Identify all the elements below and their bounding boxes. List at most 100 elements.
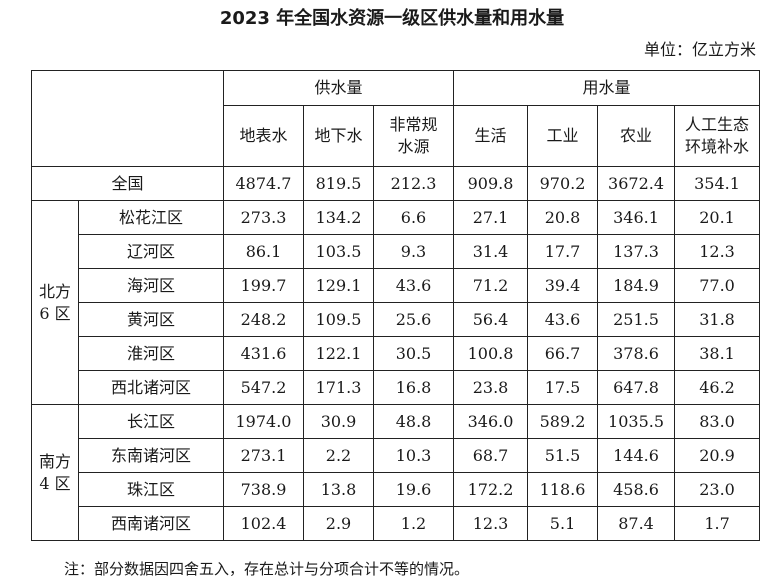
cell-value: 909.8 bbox=[453, 166, 529, 201]
header-use: 用水量 bbox=[453, 70, 761, 106]
cell-value: 819.5 bbox=[303, 166, 374, 201]
cell-value: 109.5 bbox=[303, 302, 374, 337]
header-eco-line2: 环境补水 bbox=[685, 137, 750, 156]
header-industry: 工业 bbox=[527, 105, 599, 167]
cell-value: 38.1 bbox=[674, 336, 761, 371]
group-label-north: 北方 6 区 bbox=[31, 200, 79, 405]
header-eco: 人工生态 环境补水 bbox=[674, 105, 761, 167]
table-row: 海河区 199.7 129.1 43.6 71.2 39.4 184.9 77.… bbox=[32, 268, 761, 303]
cell-value: 19.6 bbox=[372, 472, 455, 507]
header-domestic: 生活 bbox=[453, 105, 529, 167]
cell-value: 122.1 bbox=[303, 336, 374, 371]
cell-value: 20.8 bbox=[527, 200, 599, 235]
group-label-line2: 6 区 bbox=[39, 303, 71, 323]
region-name: 海河区 bbox=[78, 268, 224, 303]
region-name: 珠江区 bbox=[78, 472, 224, 507]
table-row-national: 全国 4874.7 819.5 212.3 909.8 970.2 3672.4… bbox=[31, 166, 761, 201]
table-row: 南方 4 区 长江区 1974.0 30.9 48.8 346.0 589.2 … bbox=[31, 404, 761, 541]
cell-value: 27.1 bbox=[453, 200, 529, 235]
cell-value: 273.3 bbox=[223, 200, 304, 235]
cell-value: 1.2 bbox=[372, 506, 455, 541]
cell-value: 46.2 bbox=[674, 370, 761, 405]
page-title: 2023 年全国水资源一级区供水量和用水量 bbox=[219, 8, 565, 29]
cell-value: 86.1 bbox=[223, 234, 304, 269]
cell-value: 77.0 bbox=[674, 268, 761, 303]
cell-value: 354.1 bbox=[674, 166, 761, 201]
cell-value: 589.2 bbox=[527, 404, 599, 439]
water-table: 供水量 用水量 地表水 地下水 非常规 水源 生活 工业 农业 人工生态 环境补… bbox=[31, 70, 761, 541]
cell-value: 13.8 bbox=[303, 472, 374, 507]
header-eco-line1: 人工生态 bbox=[685, 115, 750, 134]
cell-value: 20.1 bbox=[674, 200, 761, 235]
cell-value: 17.5 bbox=[527, 370, 599, 405]
table-row: 黄河区 248.2 109.5 25.6 56.4 43.6 251.5 31.… bbox=[32, 302, 761, 337]
table-row: 西南诸河区 102.4 2.9 1.2 12.3 5.1 87.4 1.7 bbox=[32, 506, 761, 541]
cell-value: 39.4 bbox=[527, 268, 599, 303]
cell-value: 68.7 bbox=[453, 438, 529, 473]
cell-value: 172.2 bbox=[453, 472, 529, 507]
region-name: 西南诸河区 bbox=[78, 506, 224, 541]
cell-value: 31.4 bbox=[453, 234, 529, 269]
table-row: 西北诸河区 547.2 171.3 16.8 23.8 17.5 647.8 4… bbox=[32, 370, 761, 405]
cell-value: 100.8 bbox=[453, 336, 529, 371]
cell-value: 43.6 bbox=[527, 302, 599, 337]
cell-value: 2.9 bbox=[303, 506, 374, 541]
cell-value: 1974.0 bbox=[223, 404, 304, 439]
cell-value: 25.6 bbox=[372, 302, 455, 337]
region-name: 辽河区 bbox=[78, 234, 224, 269]
cell-value: 9.3 bbox=[372, 234, 455, 269]
cell-value: 30.5 bbox=[372, 336, 455, 371]
cell-value: 184.9 bbox=[597, 268, 676, 303]
cell-value: 103.5 bbox=[303, 234, 374, 269]
cell-value: 83.0 bbox=[674, 404, 761, 439]
cell-value: 212.3 bbox=[372, 166, 455, 201]
region-name: 东南诸河区 bbox=[78, 438, 224, 473]
cell-value: 48.8 bbox=[372, 404, 455, 439]
cell-value: 66.7 bbox=[527, 336, 599, 371]
table-row: 淮河区 431.6 122.1 30.5 100.8 66.7 378.6 38… bbox=[32, 336, 761, 371]
header-unconventional-line1: 非常规 bbox=[389, 115, 438, 134]
cell-value: 346.1 bbox=[597, 200, 676, 235]
cell-value: 31.8 bbox=[674, 302, 761, 337]
group-label-line1: 南方 bbox=[38, 451, 71, 471]
cell-value: 647.8 bbox=[597, 370, 676, 405]
cell-value: 2.2 bbox=[303, 438, 374, 473]
cell-value: 547.2 bbox=[223, 370, 304, 405]
cell-value: 738.9 bbox=[223, 472, 304, 507]
cell-value: 4874.7 bbox=[223, 166, 304, 201]
cell-value: 5.1 bbox=[527, 506, 599, 541]
header-agriculture: 农业 bbox=[597, 105, 676, 167]
cell-value: 137.3 bbox=[597, 234, 676, 269]
cell-value: 970.2 bbox=[527, 166, 599, 201]
cell-value: 12.3 bbox=[453, 506, 529, 541]
header-unconventional: 非常规 水源 bbox=[372, 105, 455, 167]
cell-value: 273.1 bbox=[223, 438, 304, 473]
table-row: 北方 6 区 松花江区 273.3 134.2 6.6 27.1 20.8 34… bbox=[31, 200, 761, 405]
cell-value: 251.5 bbox=[597, 302, 676, 337]
cell-value: 1.7 bbox=[674, 506, 761, 541]
cell-value: 171.3 bbox=[303, 370, 374, 405]
cell-value: 12.3 bbox=[674, 234, 761, 269]
cell-value: 431.6 bbox=[223, 336, 304, 371]
header-surface: 地表水 bbox=[223, 105, 304, 167]
cell-value: 458.6 bbox=[597, 472, 676, 507]
header-ground: 地下水 bbox=[303, 105, 374, 167]
cell-value: 43.6 bbox=[372, 268, 455, 303]
cell-value: 51.5 bbox=[527, 438, 599, 473]
cell-value: 144.6 bbox=[597, 438, 676, 473]
cell-value: 6.6 bbox=[372, 200, 455, 235]
table-row: 珠江区 738.9 13.8 19.6 172.2 118.6 458.6 23… bbox=[32, 472, 761, 507]
cell-value: 16.8 bbox=[372, 370, 455, 405]
unit-label: 单位：亿立方米 bbox=[643, 40, 756, 59]
cell-value: 134.2 bbox=[303, 200, 374, 235]
cell-value: 378.6 bbox=[597, 336, 676, 371]
cell-value: 10.3 bbox=[372, 438, 455, 473]
cell-value: 87.4 bbox=[597, 506, 676, 541]
cell-value: 199.7 bbox=[223, 268, 304, 303]
cell-value: 118.6 bbox=[527, 472, 599, 507]
cell-value: 23.8 bbox=[453, 370, 529, 405]
header-unconventional-line2: 水源 bbox=[397, 137, 430, 156]
table-row: 东南诸河区 273.1 2.2 10.3 68.7 51.5 144.6 20.… bbox=[32, 438, 761, 473]
cell-value: 20.9 bbox=[674, 438, 761, 473]
group-label-line1: 北方 bbox=[38, 281, 71, 301]
